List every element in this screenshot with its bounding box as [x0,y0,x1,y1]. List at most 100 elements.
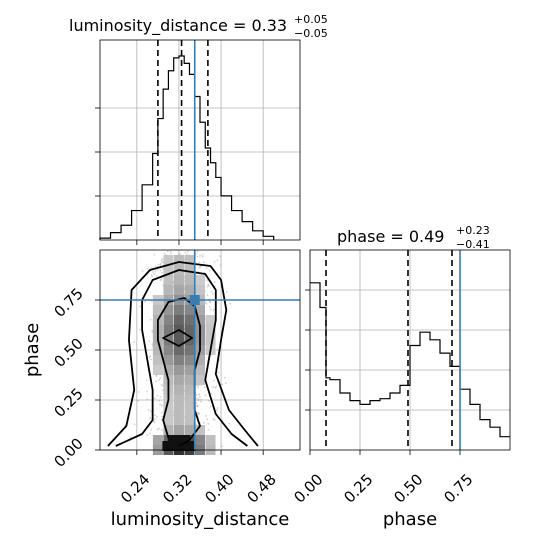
joint-scatter-point [144,300,146,303]
phase-hist-frame [309,249,511,451]
joint-density-cell [173,425,184,435]
joint-density-cell [163,255,174,265]
joint-scatter-point [209,301,211,304]
joint-density-cell [184,285,195,295]
joint-scatter-point [184,251,187,254]
joint-density-cell [163,265,174,275]
joint-scatter-point [228,422,231,425]
joint-scatter-point [213,308,216,310]
joint-scatter-point [199,254,202,257]
joint-scatter-point [139,305,142,308]
joint-scatter-point [221,445,224,448]
joint-scatter-point [211,292,214,295]
joint-scatter-point [150,273,153,276]
joint-scatter-point [207,422,210,425]
joint-xtick-label-3: 0.48 [243,470,279,506]
joint-scatter-point [149,318,152,321]
joint-density-cell [184,325,195,335]
joint-density-cell [163,305,174,315]
joint-density-cell [152,365,163,375]
joint-scatter-point [199,400,202,403]
joint-density-cell [173,405,184,415]
joint-scatter-point [148,340,151,343]
joint-scatter-point [213,380,215,382]
joint-scatter-point [206,279,208,282]
phase-histogram-line [310,282,510,438]
joint-scatter-point [160,259,163,262]
joint-scatter-point [137,399,140,402]
joint-contour-2 [107,261,259,447]
joint-density-cell [184,425,195,435]
joint-density-cell [163,365,174,375]
joint-scatter-point [138,328,141,331]
joint-density-cell [173,395,184,405]
joint-density-cell [195,305,205,315]
joint-scatter-point [141,270,144,272]
joint-scatter-point [196,404,199,407]
joint-scatter-point [209,301,211,303]
joint-scatter-point [146,398,149,401]
joint-density-cell [205,315,216,325]
joint-scatter-point [205,415,208,417]
joint-scatter-point [198,261,200,264]
joint-density-cell [173,375,184,385]
joint-scatter-point [159,403,162,406]
joint-density-cell [184,315,195,325]
joint-scatter-point [197,398,200,401]
joint-density-cell [184,375,195,385]
joint-density-cell [163,325,174,335]
joint-scatter-point [208,269,211,272]
joint-scatter-point [179,253,181,255]
joint-ytick-label-2: 0.50 [51,335,87,371]
joint-density-cell [184,415,195,425]
joint-scatter-point [156,269,159,272]
joint-scatter-point [201,255,204,258]
joint-scatter-point [158,427,161,430]
joint-scatter-point [160,418,163,421]
joint-scatter-point [154,265,157,268]
joint-scatter-point [215,385,218,388]
joint-density-cell [184,405,195,415]
joint-scatter-point [209,405,212,408]
joint-scatter-point [212,309,215,312]
joint-scatter-point [200,398,203,401]
joint-density-core-0 [162,441,175,451]
joint-scatter-point [160,384,163,386]
joint-scatter-point [186,250,189,253]
joint-scatter-point [156,416,159,418]
joint-density-cell [173,415,184,425]
joint-scatter-point [149,355,152,357]
joint-scatter-point [195,384,198,387]
joint-scatter-point [186,253,188,256]
title-plus-phase: +0.23 [456,224,490,237]
joint-scatter-point [197,386,200,389]
joint-scatter-point [161,415,164,418]
joint-scatter-point [213,260,216,263]
ld-histogram-line [99,55,275,240]
joint-scatter-point [205,302,208,305]
xlabel-luminosity-distance: luminosity_distance [111,509,290,530]
joint-scatter-point [207,283,209,286]
joint-scatter-point [133,341,136,343]
joint-ytick-label-3: 0.75 [51,285,87,321]
joint-scatter-point [208,305,211,308]
joint-xtick-label-1: 0.32 [159,470,195,506]
joint-scatter-point [229,302,232,305]
joint-density-cell [163,345,174,355]
joint-density-core-2 [183,441,196,451]
joint-scatter-point [133,423,136,426]
joint-scatter-point [223,376,226,379]
joint-density-cell [184,305,195,315]
joint-density-cell [184,265,195,275]
joint-scatter-point [210,392,213,395]
title-main-ld: luminosity_distance = 0.33 [69,16,287,36]
joint-scatter-point [150,358,153,361]
joint-scatter-point [159,269,162,272]
joint-scatter-point [137,391,140,393]
joint-scatter-point [157,263,160,266]
joint-scatter-point [153,421,156,423]
title-plus-ld: +0.05 [294,13,328,26]
joint-scatter-point [197,412,200,415]
joint-density-cell [205,335,216,345]
